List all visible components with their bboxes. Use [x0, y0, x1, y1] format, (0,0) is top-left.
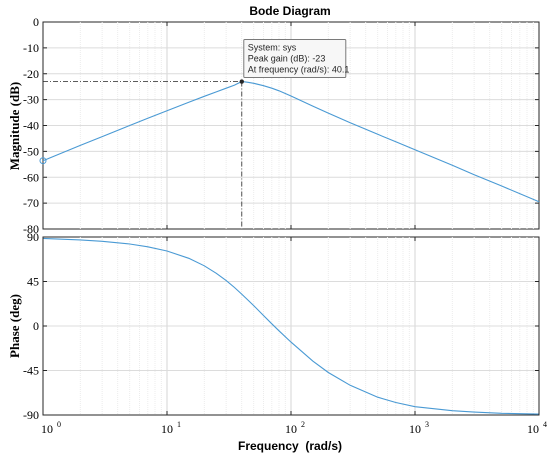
phase-ytick-label: 0	[33, 319, 39, 333]
magnitude-y-ticks: 0 -10 -20 -30 -40 -50 -60 -70 -80	[23, 15, 539, 236]
xtick-label: 10	[285, 422, 297, 436]
phase-y-ticks: 90 45 0 -45 -90	[23, 230, 539, 422]
xtick-exponent: 4	[543, 420, 547, 429]
phase-ytick-label: 45	[27, 275, 39, 289]
magnitude-ylabel: Magnitude (dB)	[7, 82, 22, 170]
magnitude-ytick-label: -10	[23, 41, 39, 55]
xtick-label: 10	[527, 422, 539, 436]
magnitude-ytick-label: -20	[23, 67, 39, 81]
magnitude-ytick-label: -30	[23, 93, 39, 107]
magnitude-ytick-label: -70	[23, 196, 39, 210]
datatip-line: System: sys	[248, 43, 297, 53]
phase-ytick-label: -90	[23, 408, 39, 422]
magnitude-ytick-label: 0	[33, 15, 39, 29]
xtick-label: 10	[41, 422, 53, 436]
datatip-box	[243, 39, 347, 79]
magnitude-ytick-label: -50	[23, 144, 39, 158]
xtick-label: 10	[409, 422, 421, 436]
phase-ytick-label: 90	[27, 230, 39, 244]
chart-title: Bode Diagram	[249, 4, 330, 18]
xtick-label: 10	[161, 422, 173, 436]
phase-series	[42, 237, 540, 415]
magnitude-ytick-label: -60	[23, 170, 39, 184]
xtick-exponent: 0	[57, 420, 61, 429]
xtick-exponent: 3	[425, 420, 429, 429]
datatip-point	[239, 79, 244, 84]
datatip-line: Peak gain (dB): -23	[248, 54, 326, 64]
magnitude-start-marker	[39, 157, 47, 165]
xtick-exponent: 2	[301, 420, 305, 429]
phase-line	[42, 237, 540, 415]
frequency-x-ticks: 10 0 10 1 10 2 10 3 10 4	[41, 22, 547, 436]
magnitude-series	[39, 80, 540, 203]
phase-ytick-label: -45	[23, 364, 39, 378]
x-axis-label: Frequency (rad/s)	[238, 439, 342, 453]
datatip-line: At frequency (rad/s): 40.1	[248, 65, 350, 75]
magnitude-ytick-label: -80	[23, 222, 39, 236]
xtick-exponent: 1	[177, 420, 181, 429]
magnitude-line	[42, 80, 540, 203]
phase-ylabel: Phase (deg)	[7, 294, 22, 358]
magnitude-ytick-label: -40	[23, 119, 39, 133]
